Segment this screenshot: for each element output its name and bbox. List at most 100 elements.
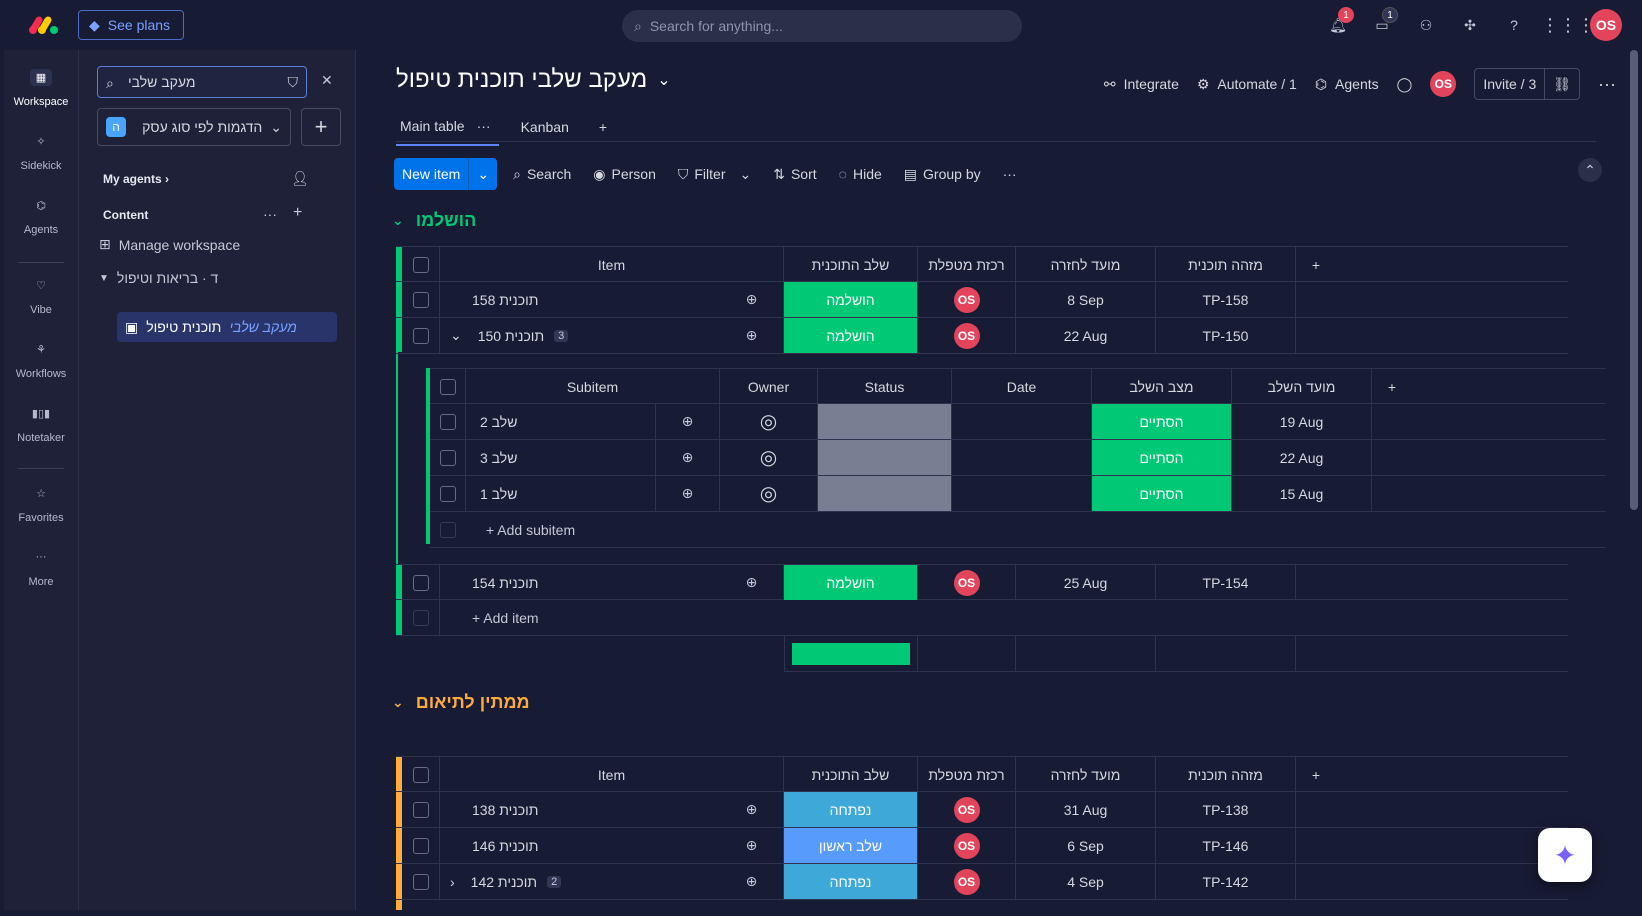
- column-header-stage-due[interactable]: מועד השלב: [1232, 369, 1372, 404]
- inbox-button[interactable]: ▭ 1: [1360, 7, 1404, 41]
- rail-workspace[interactable]: ▦ Workspace: [4, 64, 78, 108]
- more-icon[interactable]: ···: [263, 206, 277, 222]
- subitem-name-cell[interactable]: שלב 1: [466, 476, 656, 511]
- column-header-item[interactable]: Item: [440, 757, 784, 792]
- column-header-due[interactable]: מועד לחזרה: [1016, 757, 1156, 792]
- stage-due-cell[interactable]: 15 Aug: [1232, 476, 1372, 511]
- status-cell[interactable]: [818, 476, 952, 511]
- notifications-button[interactable]: 🔔︎ 1: [1316, 7, 1360, 41]
- link-icon[interactable]: ⛓: [1544, 69, 1579, 99]
- nurse-cell[interactable]: OS: [918, 864, 1016, 899]
- row-select-cell[interactable]: [402, 792, 440, 827]
- row-select-cell[interactable]: [402, 828, 440, 863]
- search-button[interactable]: ⌕ Search: [507, 158, 577, 190]
- stage-due-cell[interactable]: 22 Aug: [1232, 440, 1372, 475]
- subitem-row[interactable]: שלב 2 ⊕ ◎ הסתיים 19 Aug: [430, 404, 1606, 440]
- updates-button[interactable]: ⊕: [720, 792, 784, 827]
- subitem-count[interactable]: 2: [547, 875, 562, 888]
- stage-state-cell[interactable]: הסתיים: [1092, 476, 1232, 511]
- plus-icon[interactable]: +: [293, 204, 303, 221]
- stage-cell[interactable]: שלב ראשון: [784, 828, 918, 863]
- help-button[interactable]: ?: [1492, 9, 1536, 41]
- row-select-cell[interactable]: [430, 476, 466, 511]
- column-header-stage-state[interactable]: מצב השלב: [1092, 369, 1232, 404]
- add-subitem-row[interactable]: + Add subitem: [430, 512, 1606, 548]
- add-item-button[interactable]: + Add item: [472, 609, 539, 626]
- table-row[interactable]: › תוכנית 142 2 ⊕ נפתחה OS 4 Sep TP-142: [396, 864, 1568, 900]
- group-by-button[interactable]: ▤ Group by: [898, 158, 987, 190]
- table-row[interactable]: תוכנית 158 ⊕ הושלמה OS 8 Sep TP-158: [396, 282, 1568, 318]
- stage-state-cell[interactable]: הסתיים: [1092, 404, 1232, 439]
- stage-cell[interactable]: הושלמה: [784, 565, 918, 600]
- plan-id-cell[interactable]: TP-142: [1156, 864, 1296, 899]
- new-item-button[interactable]: New item ⌄: [394, 158, 498, 190]
- nurse-cell[interactable]: OS: [918, 282, 1016, 317]
- chevron-down-icon[interactable]: ⌄: [468, 158, 497, 190]
- column-header-plan-id[interactable]: מזהה תוכנית: [1156, 757, 1296, 792]
- group-header-completed[interactable]: ⌄ הושלמו: [392, 210, 476, 231]
- column-header-subitem[interactable]: Subitem: [466, 369, 720, 404]
- monday-logo[interactable]: [28, 14, 60, 36]
- add-item-row[interactable]: + Add item: [396, 600, 1568, 636]
- updates-button[interactable]: ⊕: [720, 828, 784, 863]
- add-column-button[interactable]: +: [1296, 757, 1336, 792]
- checkbox[interactable]: [439, 449, 456, 466]
- add-column-button[interactable]: +: [1372, 369, 1412, 404]
- chevron-right-icon[interactable]: ›: [450, 873, 455, 890]
- automate-button[interactable]: ⚙ Automate / 1: [1197, 76, 1297, 93]
- item-name-cell[interactable]: תוכנית 158: [440, 282, 720, 317]
- table-row[interactable]: ⌄ תוכנית 150 3 ⊕ הושלמה OS 22 Aug TP-150: [396, 318, 1568, 354]
- checkbox[interactable]: [439, 378, 456, 395]
- checkbox[interactable]: [412, 873, 429, 890]
- column-header-date[interactable]: Date: [952, 369, 1092, 404]
- updates-button[interactable]: ⊕: [720, 282, 784, 317]
- add-workspace-button[interactable]: +: [301, 108, 341, 146]
- column-header-stage[interactable]: שלב התוכנית: [784, 247, 918, 282]
- sidebar-board-item[interactable]: ▣ תוכנית טיפול מעקב שלבי: [117, 312, 337, 342]
- subitem-row[interactable]: שלב 1 ⊕ ◎ הסתיים 15 Aug: [430, 476, 1606, 512]
- sort-button[interactable]: ⇅ Sort: [767, 158, 822, 190]
- status-cell[interactable]: [818, 404, 952, 439]
- invite-members-button[interactable]: ⚇: [1404, 9, 1448, 41]
- row-select-cell[interactable]: [402, 565, 440, 600]
- due-cell[interactable]: 6 Sep: [1016, 828, 1156, 863]
- due-cell[interactable]: 22 Aug: [1016, 318, 1156, 353]
- row-select-cell[interactable]: [402, 318, 440, 353]
- sidebar-search-input[interactable]: ⌕ מעקב שלבי ⛉: [97, 66, 307, 98]
- table-row[interactable]: תוכנית 138 ⊕ נפתחה OS 31 Aug TP-138: [396, 792, 1568, 828]
- tab-kanban[interactable]: Kanban: [517, 112, 577, 146]
- stage-cell[interactable]: נפתחה: [784, 792, 918, 827]
- global-search-input[interactable]: ⌕ Search for anything...: [622, 10, 1022, 42]
- nurse-cell[interactable]: OS: [918, 792, 1016, 827]
- updates-button[interactable]: ⊕: [720, 318, 784, 353]
- owner-cell[interactable]: ◎: [720, 476, 818, 511]
- stage-state-cell[interactable]: הסתיים: [1092, 440, 1232, 475]
- collapse-header-button[interactable]: ⌃: [1578, 158, 1602, 182]
- updates-button[interactable]: ⊕: [656, 476, 720, 511]
- column-header-stage[interactable]: שלב התוכנית: [784, 757, 918, 792]
- item-name-cell[interactable]: תוכנית 146: [440, 828, 720, 863]
- rail-workflows[interactable]: ⚘ Workflows: [4, 336, 78, 381]
- checkbox[interactable]: [412, 574, 429, 591]
- select-all-cell[interactable]: [402, 247, 440, 282]
- stage-cell[interactable]: הושלמה: [784, 318, 918, 353]
- folder-item[interactable]: ▼ ד · בריאות וטיפול: [99, 270, 218, 286]
- chat-icon[interactable]: ◯: [1396, 75, 1413, 92]
- scrollbar[interactable]: [1630, 50, 1638, 510]
- filter-button[interactable]: ⛉ Filter ⌄: [672, 158, 757, 190]
- status-cell[interactable]: [818, 440, 952, 475]
- checkbox[interactable]: [412, 256, 429, 273]
- stage-due-cell[interactable]: 19 Aug: [1232, 404, 1372, 439]
- close-icon[interactable]: ✕: [321, 72, 333, 88]
- updates-button[interactable]: ⊕: [720, 565, 784, 600]
- subitem-count[interactable]: 3: [554, 329, 569, 342]
- more-toolbar-button[interactable]: ···: [997, 158, 1023, 190]
- checkbox[interactable]: [439, 485, 456, 502]
- subitem-name-cell[interactable]: שלב 2: [466, 404, 656, 439]
- date-cell[interactable]: [952, 404, 1092, 439]
- row-select-cell[interactable]: [430, 404, 466, 439]
- person-filter-button[interactable]: ◉ Person: [587, 158, 662, 190]
- add-subitem-button[interactable]: + Add subitem: [486, 521, 576, 538]
- rail-vibe[interactable]: ♡ Vibe: [4, 272, 78, 317]
- rail-agents[interactable]: ⌬ Agents: [4, 192, 78, 237]
